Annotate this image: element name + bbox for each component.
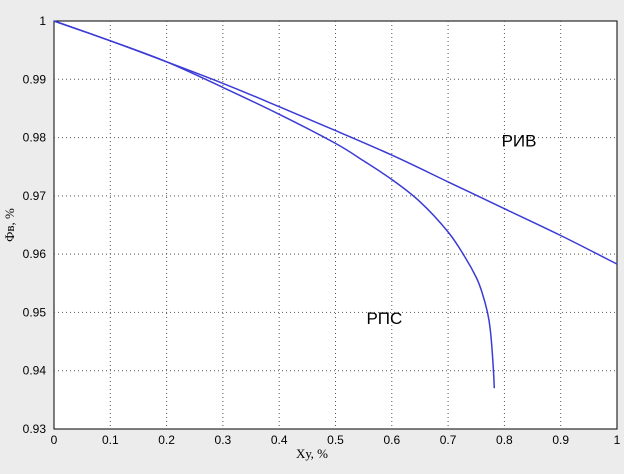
x-tick-label: 0.7 (440, 433, 457, 447)
y-tick-labels: 0.93 0.94 0.95 0.96 0.97 0.98 0.99 1 (23, 14, 47, 436)
x-tick-label: 0.8 (496, 433, 513, 447)
y-tick-label: 0.98 (23, 131, 47, 145)
y-tick-label: 0.96 (23, 247, 47, 261)
x-tick-labels: 0 0.1 0.2 0.3 0.4 0.5 0.6 0.7 0.8 0.9 1 (51, 433, 621, 447)
y-tick-label: 0.97 (23, 189, 47, 203)
x-axis-label: Xу, % (296, 446, 328, 461)
y-tick-label: 0.99 (23, 72, 47, 86)
x-tick-label: 1 (614, 433, 621, 447)
x-tick-label: 0.9 (552, 433, 569, 447)
x-tick-label: 0.1 (102, 433, 119, 447)
x-tick-label: 0 (51, 433, 58, 447)
y-tick-label: 1 (39, 14, 46, 28)
x-tick-label: 0.4 (271, 433, 288, 447)
x-tick-label: 0.6 (383, 433, 400, 447)
y-tick-label: 0.95 (23, 305, 47, 319)
series-line-rps (53, 20, 496, 389)
y-tick-label: 0.94 (23, 364, 47, 378)
x-tick-label: 0.3 (215, 433, 232, 447)
x-tick-label: 0.5 (327, 433, 344, 447)
annotation-riv: РИВ (502, 131, 537, 150)
series-layer (53, 20, 618, 389)
x-tick-label: 0.2 (158, 433, 175, 447)
annotation-rps: РПС (366, 309, 402, 328)
grid-layer (54, 21, 617, 429)
annotation-layer: РИВ РПС (366, 131, 536, 328)
y-tick-label: 0.93 (23, 422, 47, 436)
y-axis-label: Фв, % (2, 208, 17, 242)
